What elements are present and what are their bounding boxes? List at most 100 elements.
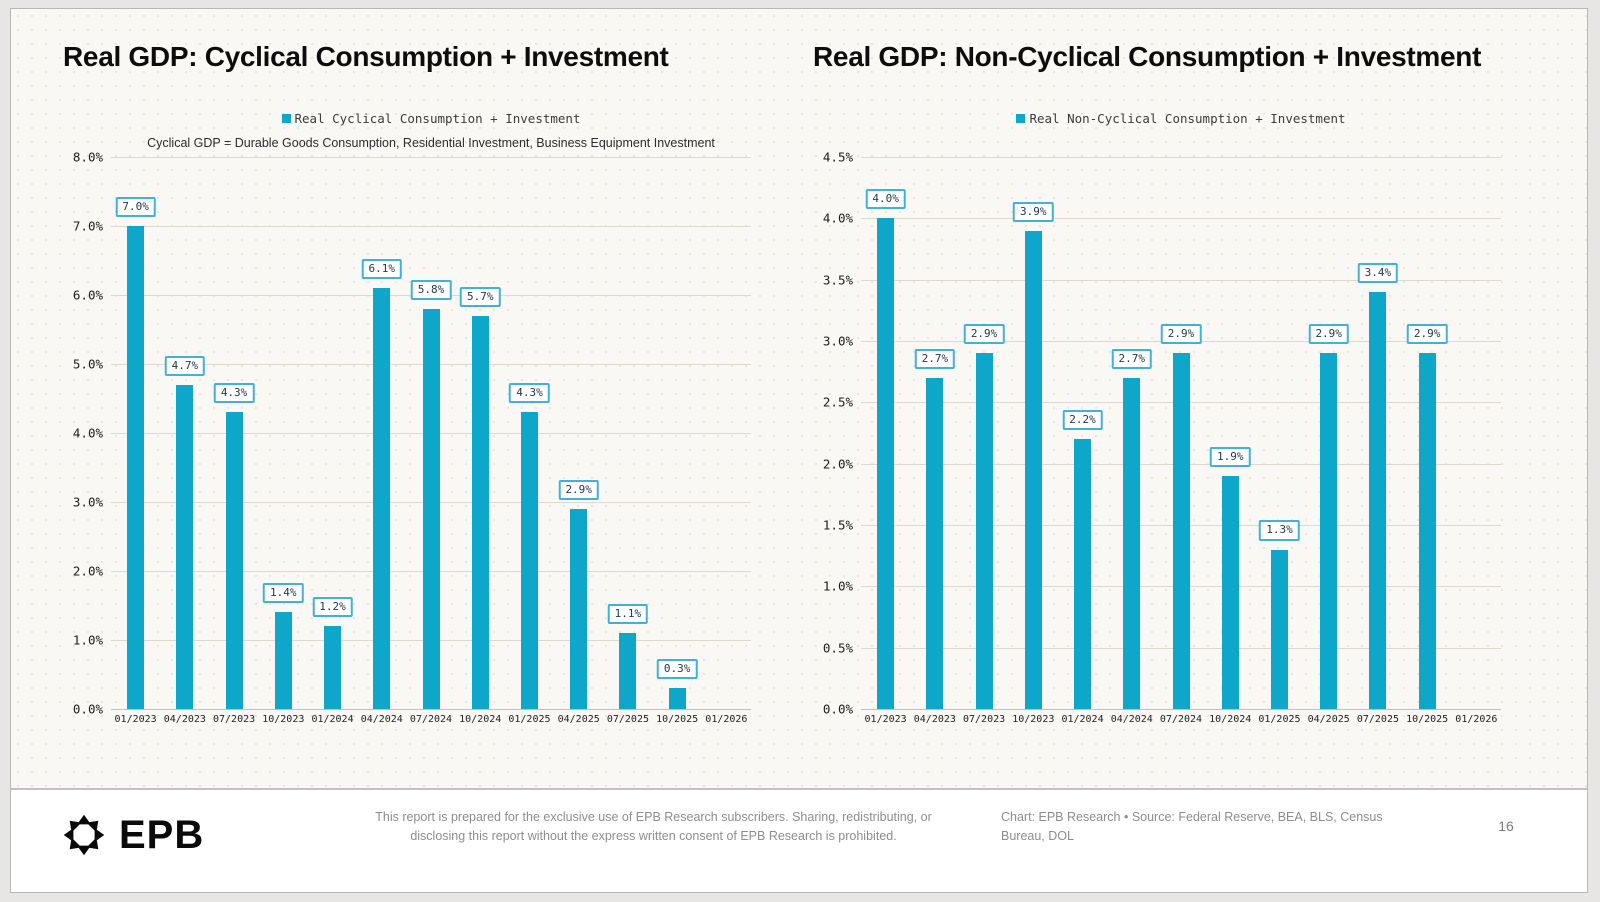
x-axis-tick-label: 04/2024 bbox=[1110, 714, 1153, 725]
bar bbox=[926, 377, 944, 709]
bar bbox=[176, 384, 194, 709]
y-axis-tick-label: 0.0% bbox=[822, 701, 853, 717]
x-axis-tick-label: 01/2026 bbox=[705, 714, 748, 725]
x-axis-tick-label: 07/2025 bbox=[606, 714, 649, 725]
x-axis-tick-label: 01/2023 bbox=[864, 714, 907, 725]
gridline bbox=[111, 157, 751, 158]
bar-value-label: 4.0% bbox=[865, 189, 906, 210]
x-axis-tick-label: 10/2025 bbox=[1406, 714, 1449, 725]
disclaimer-text: This report is prepared for the exclusiv… bbox=[375, 810, 932, 844]
bar bbox=[225, 412, 243, 709]
bar bbox=[1172, 353, 1190, 709]
y-axis-tick-label: 3.5% bbox=[822, 272, 853, 288]
x-axis-tick-label: 04/2024 bbox=[360, 714, 403, 725]
y-axis-tick-label: 5.0% bbox=[72, 356, 103, 372]
y-axis-tick-label: 2.5% bbox=[822, 394, 853, 410]
bar bbox=[520, 412, 538, 709]
x-axis-tick-label: 07/2024 bbox=[409, 714, 453, 725]
y-axis-tick-label: 2.0% bbox=[72, 563, 103, 579]
page-number: 16 bbox=[1498, 818, 1514, 834]
x-axis-tick-label: 10/2024 bbox=[459, 714, 502, 725]
bar-value-label: 1.4% bbox=[263, 583, 304, 604]
bar bbox=[570, 508, 588, 709]
epb-logo-icon bbox=[63, 814, 105, 856]
bar bbox=[324, 626, 342, 709]
bar bbox=[1270, 549, 1288, 709]
x-axis-tick-label: 04/2025 bbox=[1307, 714, 1350, 725]
bar bbox=[127, 226, 145, 709]
y-axis-tick-label: 4.5% bbox=[822, 149, 853, 165]
x-axis-tick-label: 07/2025 bbox=[1356, 714, 1399, 725]
bar-value-label: 3.4% bbox=[1357, 262, 1399, 283]
legend-label: Real Cyclical Consumption + Investment bbox=[294, 111, 581, 126]
chart-non-cyclical-gdp: Real GDP: Non-Cyclical Consumption + Inv… bbox=[813, 9, 1563, 788]
bar-value-label: 7.0% bbox=[115, 196, 156, 217]
x-axis-tick-label: 01/2023 bbox=[114, 714, 157, 725]
x-axis-tick-label: 07/2023 bbox=[212, 714, 256, 725]
bar bbox=[1024, 230, 1042, 709]
bar-value-label: 4.3% bbox=[213, 383, 255, 404]
y-axis-tick-label: 4.0% bbox=[72, 425, 103, 441]
bar-value-label: 2.2% bbox=[1062, 410, 1103, 431]
bar-value-label: 1.9% bbox=[1209, 446, 1251, 467]
y-axis-tick-label: 0.5% bbox=[822, 640, 853, 656]
gridline bbox=[111, 226, 751, 227]
chart-title: Real GDP: Non-Cyclical Consumption + Inv… bbox=[813, 41, 1482, 72]
y-axis-tick-label: 3.0% bbox=[822, 333, 853, 349]
bar bbox=[668, 688, 686, 709]
x-axis-tick-label: 07/2024 bbox=[1159, 714, 1203, 725]
x-axis-tick-label: 04/2025 bbox=[557, 714, 600, 725]
bar-value-label: 1.2% bbox=[312, 597, 353, 618]
legend-label: Real Non-Cyclical Consumption + Investme… bbox=[1029, 111, 1346, 126]
chart-subtitle: Cyclical GDP = Durable Goods Consumption… bbox=[147, 136, 715, 150]
x-axis-tick-label: 01/2024 bbox=[311, 714, 354, 725]
legend-swatch-icon bbox=[281, 114, 291, 123]
bar bbox=[975, 353, 993, 709]
bar bbox=[1369, 291, 1387, 709]
page-footer: EPB This report is prepared for the excl… bbox=[11, 788, 1587, 892]
x-axis-tick-label: 10/2023 bbox=[1012, 714, 1055, 725]
bar-value-label: 5.8% bbox=[410, 279, 452, 300]
x-axis-tick-label: 10/2023 bbox=[262, 714, 305, 725]
epb-logo-text: EPB bbox=[119, 813, 205, 857]
bar-value-label: 2.9% bbox=[1160, 324, 1202, 345]
bar bbox=[471, 315, 489, 709]
epb-logo: EPB bbox=[61, 812, 204, 858]
y-axis-tick-label: 1.0% bbox=[72, 632, 103, 648]
bar bbox=[373, 288, 391, 709]
y-axis-tick-label: 6.0% bbox=[72, 287, 103, 303]
y-axis-tick-label: 1.5% bbox=[822, 517, 853, 533]
bar-value-label: 2.9% bbox=[1308, 324, 1349, 345]
bar-value-label: 2.9% bbox=[963, 324, 1005, 345]
bar-value-label: 5.7% bbox=[459, 286, 501, 307]
bar-value-label: 0.3% bbox=[656, 659, 698, 680]
bar bbox=[274, 612, 292, 709]
bar-value-label: 2.7% bbox=[914, 348, 956, 369]
bar bbox=[1221, 475, 1239, 709]
source-text: Chart: EPB Research • Source: Federal Re… bbox=[1001, 810, 1383, 844]
bar-value-label: 1.1% bbox=[607, 604, 649, 625]
gridline bbox=[861, 279, 1501, 281]
bar bbox=[422, 308, 440, 709]
x-axis-tick-label: 01/2026 bbox=[1455, 714, 1498, 725]
bar-value-label: 6.1% bbox=[361, 259, 403, 280]
x-axis-line bbox=[861, 709, 1501, 710]
y-axis-tick-label: 4.0% bbox=[822, 210, 853, 226]
bar-value-label: 1.3% bbox=[1259, 520, 1300, 541]
bar bbox=[1418, 353, 1436, 709]
gridline bbox=[861, 218, 1501, 220]
gridline bbox=[861, 157, 1501, 158]
bar-value-label: 2.9% bbox=[1406, 324, 1448, 345]
y-axis-tick-label: 0.0% bbox=[72, 701, 103, 717]
chart-legend: Real Non-Cyclical Consumption + Investme… bbox=[861, 111, 1501, 126]
y-axis-tick-label: 1.0% bbox=[822, 578, 853, 594]
x-axis-tick-label: 01/2025 bbox=[1258, 714, 1301, 725]
x-axis-tick-label: 01/2024 bbox=[1061, 714, 1104, 725]
x-axis-tick-label: 04/2023 bbox=[913, 714, 956, 725]
legend-swatch-icon bbox=[1016, 114, 1026, 123]
x-axis-tick-label: 04/2023 bbox=[163, 714, 206, 725]
bar bbox=[877, 218, 895, 709]
bar-value-label: 2.7% bbox=[1111, 348, 1153, 369]
bar-value-label: 3.9% bbox=[1013, 201, 1054, 222]
plot-area: 0.0% 1.0% 2.0% 3.0% 4.0% 5.0% 6.0% 7.0% 8.0% 01/2… bbox=[73, 150, 751, 725]
